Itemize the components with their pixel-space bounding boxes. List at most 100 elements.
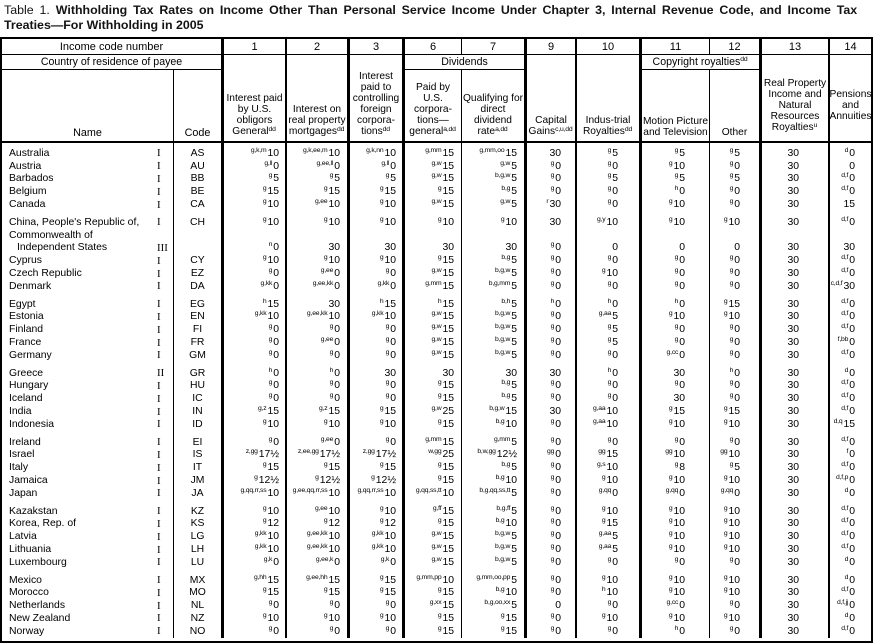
table-row: Israel I IS z,gg 17½ z,ee,gg 17½ z,gg 17½ w,gg 25 b… xyxy=(2,448,871,462)
footnote-superscript: g xyxy=(601,474,606,482)
footnote-superscript: b,g xyxy=(501,185,511,193)
table-row: Austria I AU g,ll 0 g,ee,ll 0 g,ll 0 g,w 15 g,w 5 g 0 g… xyxy=(2,160,871,173)
spacer-cell xyxy=(462,430,527,436)
rate-cell: h 15 xyxy=(405,298,462,311)
rate-cell: g 10 xyxy=(710,586,762,600)
rate-value: 10 xyxy=(267,544,279,555)
rate-cell: 30 xyxy=(527,215,577,229)
table-row: Iceland I IC g 0 g 0 g 0 g 15 b,g 5 g 0 g 0 30 g 0 30 d,f 0 xyxy=(2,392,871,406)
rate-value: 30 xyxy=(328,242,340,254)
header-spacer xyxy=(762,55,830,70)
spacer-cell xyxy=(462,361,527,367)
rate-value: 0 xyxy=(849,324,855,336)
country-name-cell: Finland I xyxy=(2,323,174,337)
rate-value: 15 xyxy=(442,556,454,568)
footnote-superscript: g xyxy=(385,323,390,331)
footnote-superscript: g xyxy=(268,336,273,344)
country-code-cell: FR xyxy=(174,336,224,349)
rate-value: 10 xyxy=(673,475,685,487)
footnote-superscript: g xyxy=(500,624,505,632)
country-name-cell: New Zealand I xyxy=(2,612,174,625)
footnote-superscript: h xyxy=(379,297,384,305)
rate-value: 10 xyxy=(673,518,685,530)
country-code-cell: IN xyxy=(174,405,224,418)
country-code-cell: AU xyxy=(174,159,224,173)
rate-cell: g 10 xyxy=(224,505,287,518)
country-code-cell: MX xyxy=(174,573,224,587)
rate-value: 0 xyxy=(679,487,685,499)
header-spacer xyxy=(224,55,287,70)
rate-cell: g,w 15 xyxy=(405,349,462,362)
footnote-superscript: h xyxy=(607,366,612,374)
table-row: Independent States III n 0 30 30 30 30 g 0 0 0 0 30 30 xyxy=(2,241,871,255)
footnote-superscript: g xyxy=(379,517,384,525)
footnote-superscript: g xyxy=(379,417,384,425)
footnote-superscript: b,g,qq,ss,tt xyxy=(479,486,511,494)
rate-value: 0 xyxy=(555,587,561,599)
footnote-superscript: g xyxy=(437,474,442,482)
rate-cell: g 10 xyxy=(224,254,287,268)
rate-value: 0 xyxy=(390,625,396,637)
income-code-number-2: 2 xyxy=(287,39,350,54)
rate-cell: g,w 25 xyxy=(405,405,462,418)
footnote-superscript: g xyxy=(550,486,555,494)
rate-value: 0 xyxy=(555,380,561,392)
spacer-cell xyxy=(642,430,710,436)
footnote-superscript: b,g,w xyxy=(494,530,511,538)
spacer-cell xyxy=(350,292,405,298)
rate-value: 10 xyxy=(384,531,396,543)
rate-value: 0 xyxy=(734,625,740,637)
rate-value: 12½ xyxy=(319,475,340,487)
country-name: Ireland xyxy=(9,436,41,448)
footnote-superscript: d,f xyxy=(841,348,849,356)
rate-value: 30 xyxy=(549,216,561,228)
country-code-cell: GM xyxy=(174,348,224,362)
footnote-superscript: g xyxy=(607,254,612,262)
rate-value: 30 xyxy=(442,367,454,379)
footnote-superscript: g,aa xyxy=(593,417,606,425)
rate-cell: b,g,w 5 xyxy=(462,310,527,324)
footnote-superscript: g xyxy=(550,517,555,525)
footnote-superscript: dd xyxy=(336,126,345,133)
rate-value: 15 xyxy=(728,406,740,418)
rate-cell: 30 xyxy=(762,172,830,186)
footnote-superscript: g xyxy=(437,254,442,262)
country-code-cell: MO xyxy=(174,586,224,600)
rate-value: 0 xyxy=(334,436,340,448)
footnote-superscript: g,hh xyxy=(254,573,267,581)
footnote-superscript: g xyxy=(268,323,273,331)
rate-cell: 30 xyxy=(762,267,830,280)
rate-cell: g 10 xyxy=(350,254,405,268)
footnote-superscript: g xyxy=(550,573,555,581)
rate-cell: d,f 0 xyxy=(830,349,871,362)
rate-value: 10 xyxy=(267,487,279,499)
rate-value: 0 xyxy=(734,268,740,280)
spacer-cell xyxy=(710,143,762,147)
footnote-superscript: d xyxy=(844,146,849,154)
footnote-superscript: g,qq,ss,tt xyxy=(415,486,442,494)
footnote-superscript: g xyxy=(262,504,267,512)
rate-cell: 30 xyxy=(762,159,830,173)
rate-cell: g,ll 0 xyxy=(224,160,287,173)
country-name-cell: Denmark I xyxy=(2,279,174,293)
rate-cell: 30 xyxy=(762,379,830,393)
rate-cell: 30 xyxy=(762,417,830,431)
treaty-numeral: I xyxy=(157,487,161,500)
footnote-superscript: g,aa xyxy=(598,530,612,538)
rate-cell: g 10 xyxy=(710,574,762,587)
footnote-superscript: g,k xyxy=(263,555,273,563)
rate-value: 15 xyxy=(328,587,340,599)
treaty-numeral: I xyxy=(157,280,161,293)
spacer-cell xyxy=(577,568,642,574)
footnote-superscript: g,mm xyxy=(494,435,511,443)
rate-value: 0 xyxy=(273,436,279,448)
footnote-superscript: g xyxy=(729,198,734,206)
